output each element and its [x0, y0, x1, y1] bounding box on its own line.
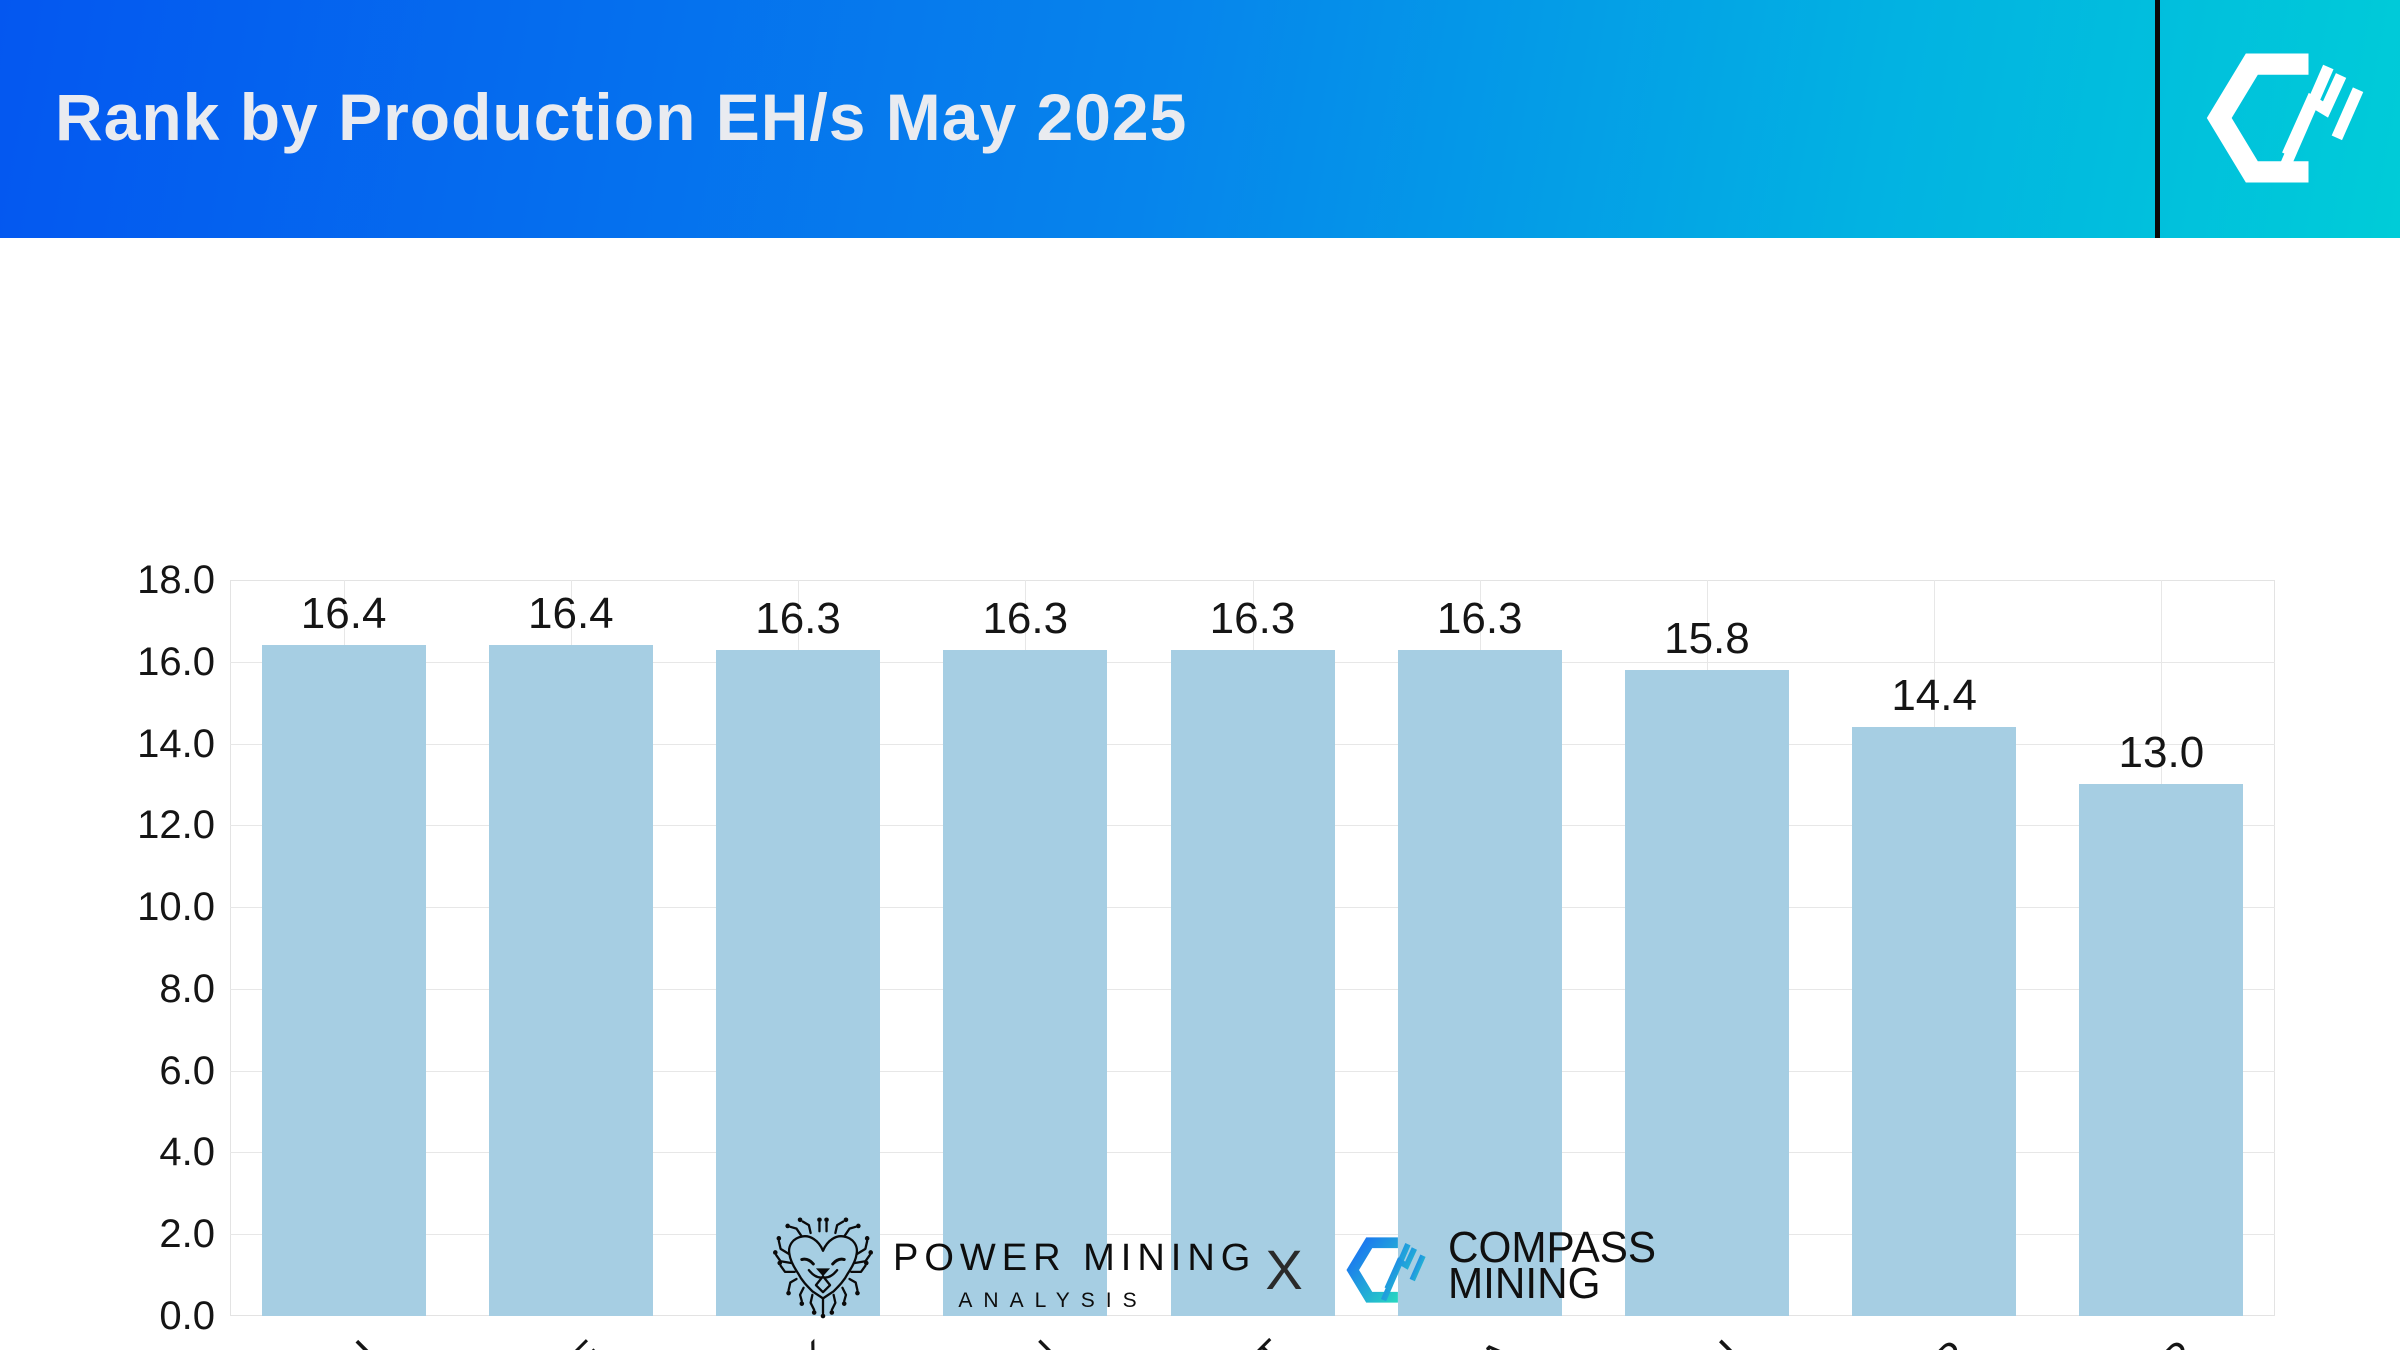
x-separator: X [1265, 1238, 1303, 1301]
y-tick-label: 2.0 [159, 1212, 215, 1257]
y-tick-label: 14.0 [137, 721, 215, 766]
bar [1170, 649, 1335, 1316]
bar [261, 645, 426, 1316]
bar-value-label: 16.3 [755, 593, 841, 643]
bar [943, 649, 1108, 1316]
bar [488, 645, 653, 1316]
bar-chart: 0.02.04.06.08.010.012.014.016.018.016.4D… [0, 238, 2400, 1350]
y-tick-label: 4.0 [159, 1130, 215, 1175]
compass-mining-hex-icon [1342, 1234, 1428, 1306]
y-tick-label: 16.0 [137, 639, 215, 684]
compass-mining-wordmark: COMPASS MINING [1448, 1223, 1665, 1308]
bar-value-label: 16.4 [528, 589, 614, 639]
y-tick-label: 12.0 [137, 803, 215, 848]
footer-logos: POWER MINING ANALYSIS X COMPASS MINING [0, 1198, 2400, 1350]
header-divider [2155, 0, 2160, 238]
power-mining-lion-icon [773, 1215, 875, 1319]
y-tick-label: 18.0 [137, 558, 215, 602]
power-mining-wordmark: POWER MINING ANALYSIS [893, 1237, 1257, 1312]
header-banner: Rank by Production EH/s May 2025 [0, 0, 2400, 238]
mining-label: MINING [1448, 1259, 1601, 1308]
bar-value-label: 16.3 [1209, 593, 1296, 643]
compass-label: COMPASS [1448, 1223, 1657, 1272]
compass-mining-hex-icon [2198, 47, 2368, 189]
bar [2079, 784, 2244, 1316]
bar [1624, 669, 1789, 1316]
bar-value-label: 15.8 [1664, 613, 1750, 663]
y-tick-label: 6.0 [159, 1048, 215, 1093]
page-title: Rank by Production EH/s May 2025 [55, 80, 1188, 154]
power-mining-label: POWER MINING [893, 1237, 1257, 1279]
bar [1397, 649, 1562, 1316]
bar [1852, 727, 2017, 1316]
bar [716, 649, 881, 1316]
y-tick-label: 0.0 [159, 1294, 215, 1338]
y-tick-label: 10.0 [137, 885, 215, 930]
bar-value-label: 16.3 [982, 593, 1069, 643]
analysis-label: ANALYSIS [958, 1289, 1148, 1312]
bar-value-label: 16.3 [1436, 593, 1523, 643]
bar-value-label: 16.4 [300, 589, 387, 639]
y-tick-label: 8.0 [159, 966, 215, 1011]
bar-value-label: 13.0 [2118, 728, 2205, 778]
bar-value-label: 14.4 [1891, 671, 1977, 721]
